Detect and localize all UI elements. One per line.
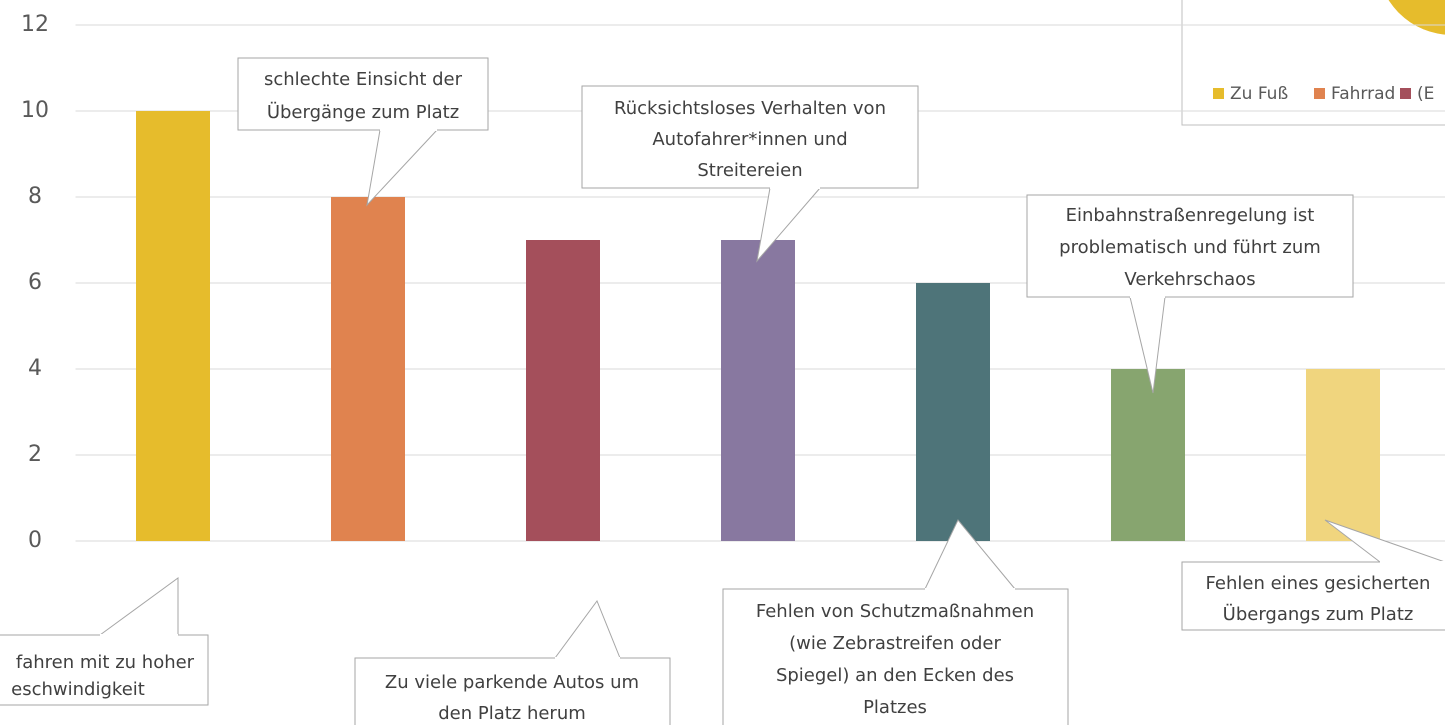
callout-text: Platzes — [863, 697, 927, 718]
bar — [721, 240, 795, 541]
callout-pointer — [99, 577, 179, 636]
legend-label: (E — [1417, 84, 1434, 104]
callout-text: eschwindigkeit — [11, 679, 145, 700]
callout-text: Spiegel) an den Ecken des — [776, 665, 1014, 686]
callout-text: problematisch und führt zum — [1059, 237, 1321, 258]
legend-label: Zu Fuß — [1230, 84, 1288, 104]
callout-pointer — [924, 519, 1016, 590]
callout-text: den Platz herum — [438, 703, 586, 724]
callout-text: (wie Zebrastreifen oder — [789, 633, 1001, 654]
callout-box — [0, 634, 209, 706]
y-tick-label: 0 — [28, 528, 42, 553]
callout-text: schlechte Einsicht der — [264, 69, 463, 90]
bar — [526, 240, 600, 541]
y-tick-label: 6 — [28, 270, 42, 295]
callout-text: Zu viele parkende Autos um — [385, 672, 639, 693]
bar — [916, 283, 990, 541]
callout-text: fahren mit zu hoher — [16, 652, 195, 673]
y-tick-label: 12 — [21, 12, 49, 37]
legend-swatch — [1213, 88, 1224, 99]
bar — [136, 111, 210, 541]
callout-pointer — [756, 187, 821, 263]
callout-text: Fehlen von Schutzmaßnahmen — [756, 601, 1034, 622]
y-tick-label: 8 — [28, 184, 42, 209]
legend-swatch — [1314, 88, 1325, 99]
bar — [1111, 369, 1185, 541]
callout-text: Übergangs zum Platz — [1223, 603, 1414, 625]
bar — [1306, 369, 1380, 541]
callout-text: Autofahrer*innen und — [652, 129, 847, 150]
callout-pointer — [366, 129, 438, 207]
callout-text: Verkehrschaos — [1124, 269, 1255, 290]
callout-box — [237, 57, 489, 131]
callout-box — [1181, 561, 1445, 631]
callout-box — [354, 657, 671, 725]
legend-swatch — [1400, 88, 1411, 99]
legend-box — [1181, 0, 1445, 126]
callout-text: Rücksichtsloses Verhalten von — [614, 98, 886, 119]
legend-label: Fahrrad — [1331, 84, 1395, 104]
callout-text: Übergänge zum Platz — [267, 101, 459, 123]
callout-box — [1026, 194, 1354, 298]
callout-box — [722, 588, 1069, 725]
callout-pointer — [1324, 519, 1445, 563]
callout-text: Einbahnstraßenregelung ist — [1066, 205, 1315, 226]
callout-text: Streitereien — [697, 160, 802, 181]
y-tick-label: 2 — [28, 442, 42, 467]
y-tick-label: 10 — [21, 98, 49, 123]
callout-text: Fehlen eines gesicherten — [1206, 573, 1431, 594]
callout-pointer — [1129, 296, 1166, 394]
callout-pointer — [554, 599, 621, 659]
pie-slice — [1388, 0, 1445, 35]
bar — [331, 197, 405, 541]
callout-box — [581, 85, 919, 189]
y-tick-label: 4 — [28, 356, 42, 381]
